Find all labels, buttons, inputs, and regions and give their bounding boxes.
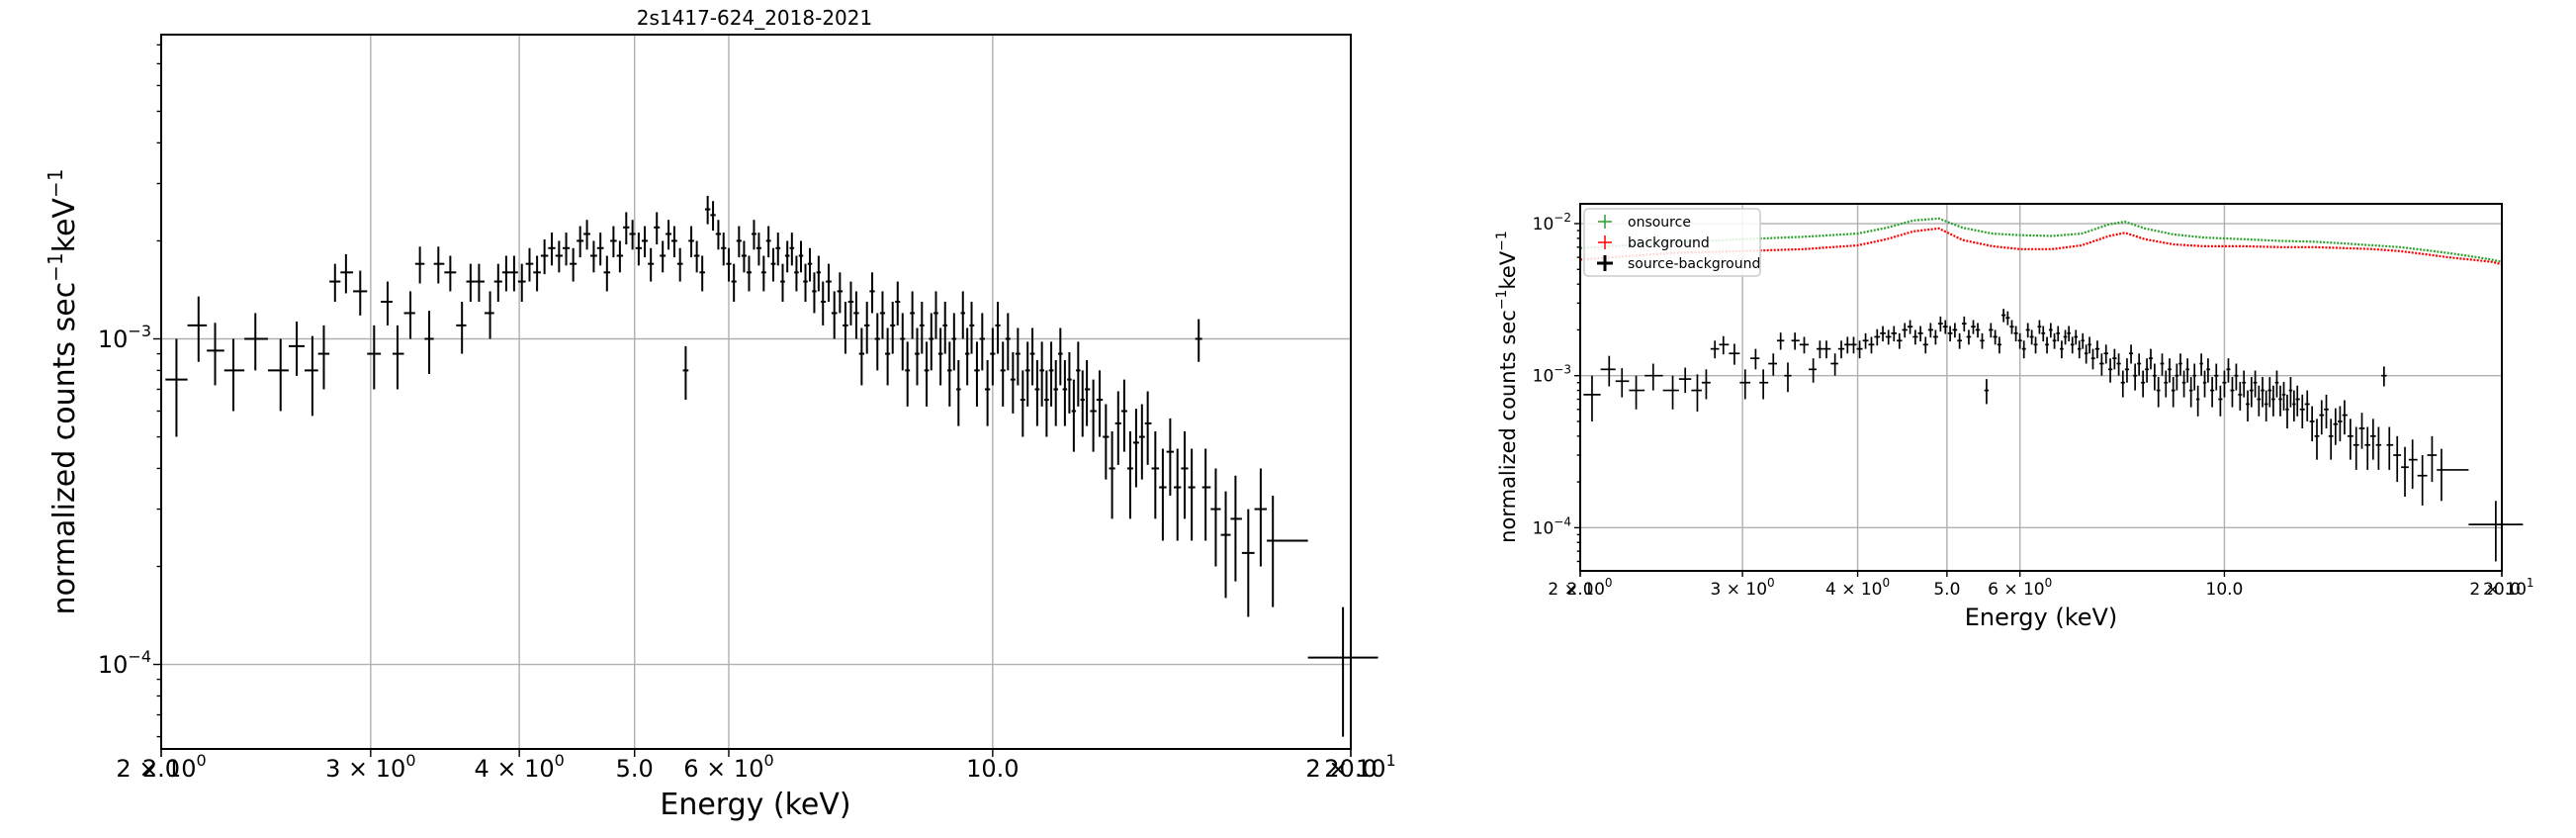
x-tick-label: 2.0 (142, 755, 180, 783)
x-tick-label: 2 × 100 (116, 751, 206, 783)
legend-box (1583, 208, 1761, 277)
y-axis-label: normalized counts sec−1keV−1 (1494, 231, 1520, 543)
x-tick-label: 3 × 100 (325, 751, 415, 783)
y-axis-label: normalized counts sec−1keV−1 (44, 169, 82, 615)
grid-lines (1580, 204, 2502, 571)
y-tick-labels: 10−4 10−3 10−2 (1533, 211, 1571, 538)
x-tick-label: 6 × 100 (1988, 576, 2052, 600)
data-series (165, 195, 1378, 737)
x-axis-label: Energy (keV) (1965, 604, 2118, 631)
x-tick-label: 2 × 100 (1548, 576, 1612, 600)
legend-label: source-background (1628, 256, 1760, 272)
x-tick-label: 20.0 (1324, 755, 1377, 783)
x-tick-label: 4 × 100 (474, 751, 564, 783)
x-tick-label: 20.0 (2483, 580, 2521, 600)
legend-item-background: background (1598, 235, 1710, 251)
x-tick-label: 4 × 100 (1825, 576, 1890, 600)
x-tick-label: 2 × 101 (2469, 576, 2533, 600)
series-line-onsource (1579, 217, 2503, 263)
y-tick-label: 10−2 (1533, 211, 1571, 234)
x-tick-label: 10.0 (2206, 580, 2244, 600)
legend: onsource background source-background (1583, 208, 1761, 277)
x-tick-label: 2 × 101 (1305, 751, 1395, 783)
y-minor-ticks (153, 44, 161, 738)
x-tick-label: 6 × 100 (683, 751, 773, 783)
x-axis-label: Energy (keV) (660, 788, 850, 822)
legend-item-onsource: onsource (1598, 215, 1691, 231)
y-tick-label: 10−3 (1533, 363, 1571, 387)
x-tick-label: 5.0 (616, 755, 654, 783)
plot-frame (1579, 203, 2503, 572)
x-tick-label: 2.0 (1566, 580, 1593, 600)
y-tick-label: 10−4 (98, 647, 151, 679)
y-tick-label: 10−4 (1533, 514, 1571, 538)
y-tick-labels: 10−4 10−3 (98, 322, 151, 679)
x-tick-label: 3 × 100 (1711, 576, 1775, 600)
y-tick-label: 10−3 (98, 322, 151, 353)
legend-label: background (1628, 235, 1710, 251)
plot-frame (160, 34, 1352, 750)
y-minor-ticks (1574, 223, 1580, 563)
legend-item-source-background: source-background (1597, 255, 1760, 272)
grid-lines (161, 35, 1351, 749)
x-tick-label: 10.0 (966, 755, 1019, 783)
data-series (1579, 217, 2524, 562)
legend-label: onsource (1628, 215, 1691, 231)
x-tick-label: 5.0 (1933, 580, 1960, 600)
chart-title: 2s1417-624_2018-2021 (637, 6, 872, 30)
